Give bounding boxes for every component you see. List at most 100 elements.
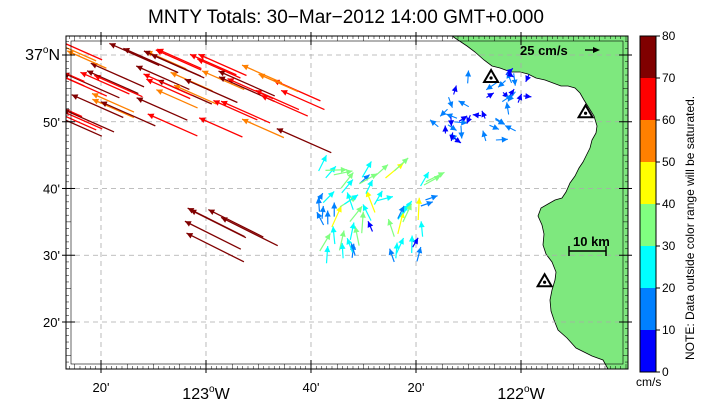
vector-arrowhead: [221, 217, 228, 223]
vector-arrow: [187, 207, 245, 238]
vector-arrowhead: [336, 205, 342, 213]
vector-arrowhead: [170, 72, 178, 78]
vector-arrowhead: [508, 89, 515, 96]
vector-arrowhead: [449, 124, 457, 131]
vector-arrowhead: [449, 134, 456, 142]
vector-arrowhead: [136, 65, 143, 72]
vector-arrow: [143, 73, 193, 97]
station-east-marker[interactable]: [576, 103, 595, 119]
vector-arrow: [136, 97, 188, 121]
vector-arrowhead: [321, 155, 327, 162]
vector-arrow: [66, 119, 103, 137]
colorbar: 0 10 20 30 40 50 60 70 80: [639, 29, 676, 379]
vector-arrowhead: [350, 243, 356, 250]
vector-arrowhead: [173, 84, 181, 91]
vector-arrowhead: [398, 205, 405, 213]
vector-arrowhead: [35, 64, 42, 69]
y-tick-label: 40': [43, 181, 60, 196]
vector-arrowhead: [412, 237, 419, 245]
vector-arrow: [186, 232, 245, 263]
frame-border: [65, 35, 629, 370]
vector-arrow: [173, 84, 217, 105]
vector-arrowhead: [408, 235, 415, 242]
vector-arrowhead: [398, 238, 404, 245]
vector-arrowhead: [86, 70, 94, 76]
vector-arrowhead: [339, 230, 346, 237]
vector-arrowhead: [454, 137, 461, 143]
vector-arrowhead: [346, 179, 353, 187]
vector-arrowhead: [423, 172, 429, 179]
vector-arrowhead: [198, 53, 206, 60]
vector-arrowhead: [339, 242, 346, 250]
vector-arrowhead: [187, 208, 195, 214]
y-tick-label: 50': [43, 115, 60, 130]
vector-arrow: [196, 58, 241, 79]
vector-arrow: [136, 65, 190, 91]
colorbar-segment: [640, 330, 656, 372]
vector-arrowhead: [208, 209, 216, 215]
vector-arrowhead: [506, 68, 513, 75]
vector-arrow: [258, 73, 299, 93]
vector-arrow: [66, 72, 85, 83]
vector-arrow: [198, 117, 243, 138]
vector-arrowhead: [329, 166, 336, 173]
vector-arrow: [109, 42, 160, 67]
vector-arrowhead: [143, 73, 151, 80]
vector-arrow: [66, 112, 103, 130]
vector-arrowhead: [218, 70, 226, 77]
colorbar-note: NOTE: Data outside color range will be s…: [683, 96, 697, 360]
station-north-marker[interactable]: [482, 68, 500, 84]
vector-arrowhead: [486, 83, 493, 90]
colorbar-tick-label: 80: [662, 29, 676, 43]
vector-arrowhead: [340, 166, 347, 173]
vector-arrowhead: [426, 200, 433, 207]
vector-arrow: [123, 47, 179, 74]
frame-inner-border: [70, 40, 624, 365]
vector-arrowhead: [202, 70, 209, 77]
vector-arrowhead: [91, 93, 99, 99]
colorbar-tick-label: 10: [662, 323, 676, 337]
vector-arrow: [156, 89, 198, 109]
vector-arrowhead: [90, 62, 98, 69]
x-tick-label: 122oW: [497, 384, 545, 403]
vector-arrowhead: [506, 71, 514, 78]
vector-arrow: [241, 64, 283, 84]
vector-arrow: [155, 49, 202, 71]
y-tick-label: 30': [43, 248, 60, 263]
current-vectors: [35, 42, 532, 264]
scale-bar: 10 km: [568, 234, 610, 256]
colorbar-tick-label: 70: [662, 71, 676, 85]
station-south-marker[interactable]: [535, 272, 554, 288]
vector-arrowhead: [401, 157, 409, 165]
vector-arrow: [66, 77, 108, 97]
vector-arrowhead: [501, 136, 508, 143]
vector-arrowhead: [109, 43, 117, 49]
vector-arrow: [86, 70, 139, 95]
vector-arrowhead: [136, 97, 144, 103]
vector-arrowhead: [367, 221, 374, 228]
vector-arrow: [184, 220, 242, 250]
vector-arrowhead: [324, 233, 331, 241]
vector-arrowhead: [317, 193, 323, 200]
vector-arrowhead: [261, 95, 268, 101]
vector-arrowhead: [487, 92, 494, 99]
vector-arrowhead: [184, 78, 192, 85]
vector-arrowhead: [393, 242, 400, 249]
vector-arrowhead: [184, 221, 192, 227]
vector-arrowhead: [451, 85, 458, 93]
colorbar-tick-label: 50: [662, 155, 676, 169]
scale-bar-label: 10 km: [573, 234, 610, 249]
x-tick-label: 123oW: [182, 384, 230, 403]
colorbar-segment: [640, 36, 656, 78]
vector-arrowhead: [448, 120, 455, 127]
vector-arrow: [156, 48, 202, 70]
vector-arrow: [90, 62, 145, 88]
vector-arrowhead: [415, 197, 422, 204]
vector-arrow: [220, 216, 279, 247]
vector-arrow: [66, 43, 103, 61]
vector-arrow: [92, 98, 135, 119]
colorbar-tick-label: 40: [662, 197, 676, 211]
vector-arrowhead: [440, 109, 447, 117]
vector-arrow: [66, 108, 83, 118]
vector-arrowhead: [504, 102, 511, 109]
